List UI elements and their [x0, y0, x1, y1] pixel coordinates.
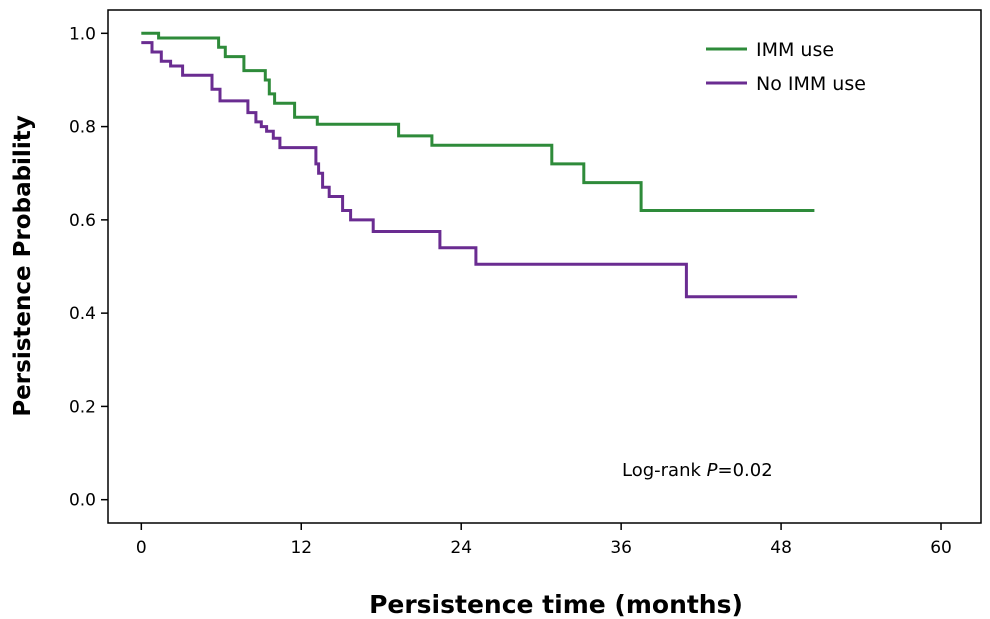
log-rank-p-italic: P — [707, 460, 718, 481]
plot-area-frame — [107, 9, 982, 524]
y-tick-label: 0.0 — [69, 491, 96, 511]
y-tick-label: 0.8 — [69, 118, 96, 138]
x-tick-label: 48 — [770, 538, 792, 558]
series-line-no-imm-use — [141, 41, 798, 299]
log-rank-prefix: Log-rank — [622, 460, 707, 481]
x-axis-title: Persistence time (months) — [369, 590, 743, 619]
y-axis-title: Persistence Probability — [10, 115, 36, 416]
x-tick-label: 36 — [610, 538, 632, 558]
y-tick-label: 0.6 — [69, 211, 96, 231]
log-rank-annotation: Log-rank P=0.02 — [622, 460, 773, 481]
log-rank-value: =0.02 — [718, 460, 773, 481]
x-tick-label: 0 — [136, 538, 147, 558]
x-tick-label: 60 — [930, 538, 952, 558]
y-tick-label: 1.0 — [69, 24, 96, 44]
ticks-layer: 0 12 24 36 48 60 0.0 0.2 0.4 0.6 0.8 1.0 — [69, 24, 952, 558]
y-tick-label: 0.4 — [69, 304, 96, 324]
series-line-imm-use — [141, 31, 815, 212]
x-tick-label: 12 — [290, 538, 312, 558]
series-layer — [141, 31, 815, 299]
legend-label: No IMM use — [756, 73, 866, 95]
y-tick-label: 0.2 — [69, 397, 96, 417]
legend: IMM use No IMM use — [706, 39, 866, 95]
legend-label: IMM use — [756, 39, 834, 61]
x-tick-label: 24 — [450, 538, 472, 558]
